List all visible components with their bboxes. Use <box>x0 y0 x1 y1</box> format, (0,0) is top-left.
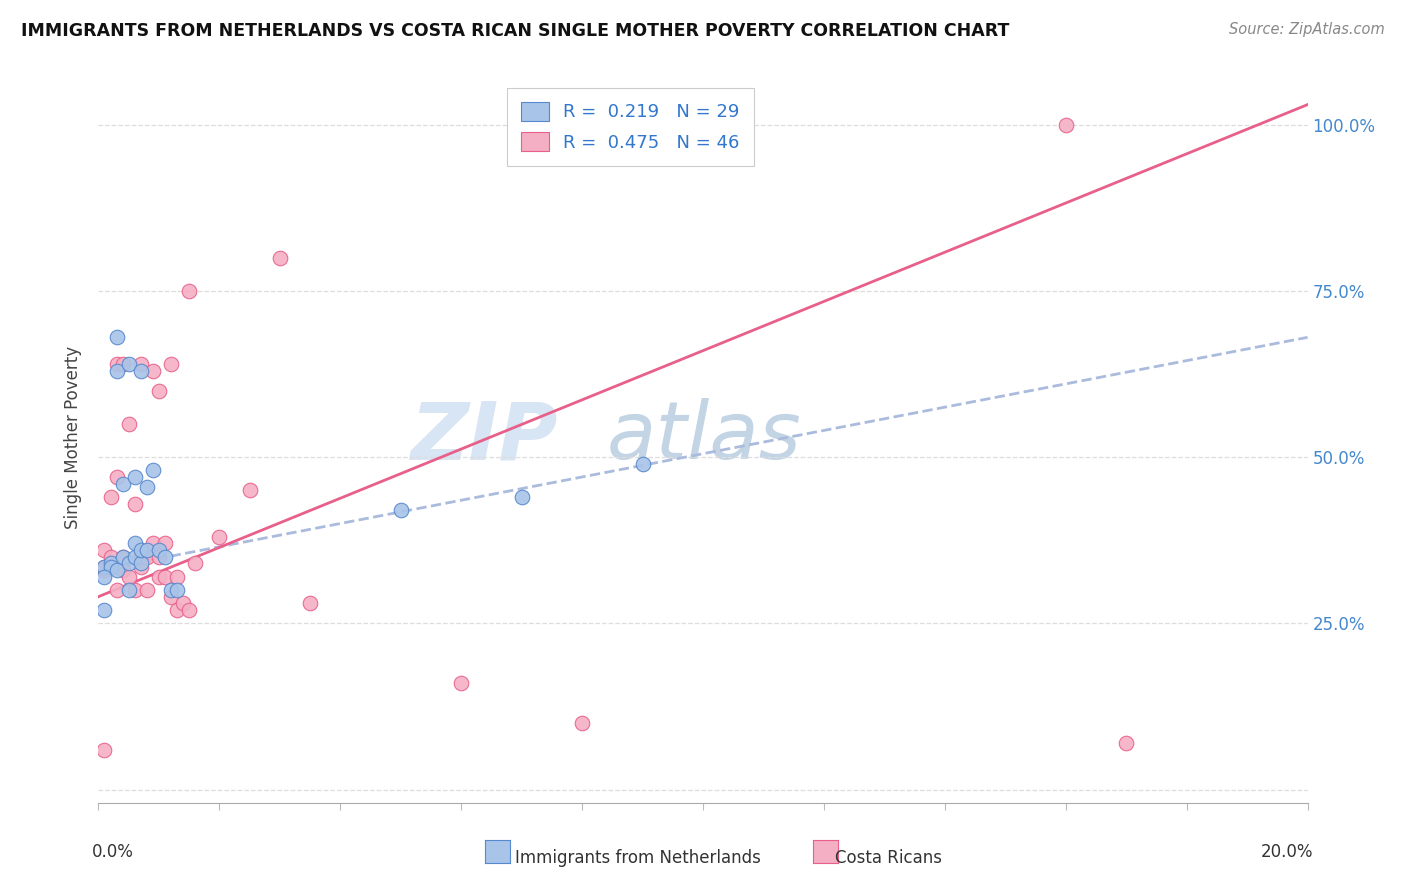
Text: 20.0%: 20.0% <box>1261 843 1313 861</box>
Point <box>184 557 207 571</box>
Point <box>118 582 141 597</box>
Point <box>135 582 157 597</box>
Point <box>166 603 188 617</box>
Point <box>450 676 472 690</box>
Point <box>118 357 141 371</box>
Point <box>118 557 141 571</box>
Point <box>100 490 122 504</box>
Point <box>148 570 170 584</box>
Point <box>124 536 146 550</box>
Point <box>100 559 122 574</box>
Point <box>510 490 533 504</box>
Point <box>105 563 128 577</box>
Point <box>111 476 134 491</box>
Point <box>269 251 291 265</box>
Point <box>661 118 683 132</box>
Point <box>153 570 176 584</box>
Point <box>153 536 176 550</box>
Point <box>93 603 115 617</box>
Point <box>124 582 146 597</box>
Point <box>166 582 188 597</box>
Point <box>142 363 165 377</box>
Text: 0.0%: 0.0% <box>93 843 134 861</box>
Point <box>148 549 170 564</box>
Point <box>679 118 702 132</box>
Point <box>135 549 157 564</box>
Point <box>129 363 152 377</box>
Point <box>93 559 115 574</box>
Text: ZIP: ZIP <box>411 398 558 476</box>
Point <box>111 357 134 371</box>
Point <box>111 549 134 564</box>
Point <box>172 596 194 610</box>
Point <box>135 480 157 494</box>
Point <box>100 557 122 571</box>
Point <box>166 570 188 584</box>
Point <box>179 603 201 617</box>
Point <box>142 463 165 477</box>
Point <box>571 716 593 731</box>
Point <box>129 559 152 574</box>
Point <box>124 497 146 511</box>
Point <box>1115 736 1137 750</box>
Point <box>160 582 183 597</box>
Point <box>93 559 115 574</box>
Point <box>129 357 152 371</box>
Point <box>631 457 654 471</box>
Text: Costa Ricans: Costa Ricans <box>835 849 942 867</box>
Point <box>124 470 146 484</box>
Point <box>160 357 183 371</box>
Point <box>93 570 115 584</box>
Text: Immigrants from Netherlands: Immigrants from Netherlands <box>515 849 761 867</box>
Point <box>208 530 231 544</box>
Point <box>129 557 152 571</box>
Point <box>124 549 146 564</box>
Point <box>1054 118 1077 132</box>
Point <box>105 470 128 484</box>
Text: atlas: atlas <box>606 398 801 476</box>
Point <box>93 742 115 756</box>
Point <box>299 596 322 610</box>
Point <box>239 483 262 498</box>
Point <box>148 384 170 398</box>
Point <box>129 543 152 558</box>
Legend: R =  0.219   N = 29, R =  0.475   N = 46: R = 0.219 N = 29, R = 0.475 N = 46 <box>508 87 754 166</box>
Point <box>105 357 128 371</box>
Point <box>135 543 157 558</box>
Text: Source: ZipAtlas.com: Source: ZipAtlas.com <box>1229 22 1385 37</box>
Point <box>129 549 152 564</box>
Point <box>160 590 183 604</box>
Point <box>111 549 134 564</box>
Point <box>100 549 122 564</box>
Point <box>105 582 128 597</box>
Point <box>153 549 176 564</box>
Point <box>389 503 412 517</box>
Point <box>179 284 201 298</box>
Point <box>93 543 115 558</box>
Y-axis label: Single Mother Poverty: Single Mother Poverty <box>65 345 83 529</box>
Point <box>111 563 134 577</box>
Text: IMMIGRANTS FROM NETHERLANDS VS COSTA RICAN SINGLE MOTHER POVERTY CORRELATION CHA: IMMIGRANTS FROM NETHERLANDS VS COSTA RIC… <box>21 22 1010 40</box>
Point <box>142 536 165 550</box>
Point <box>93 563 115 577</box>
Point <box>105 330 128 344</box>
Point <box>118 417 141 431</box>
Point <box>118 570 141 584</box>
Point <box>148 543 170 558</box>
Point <box>105 363 128 377</box>
